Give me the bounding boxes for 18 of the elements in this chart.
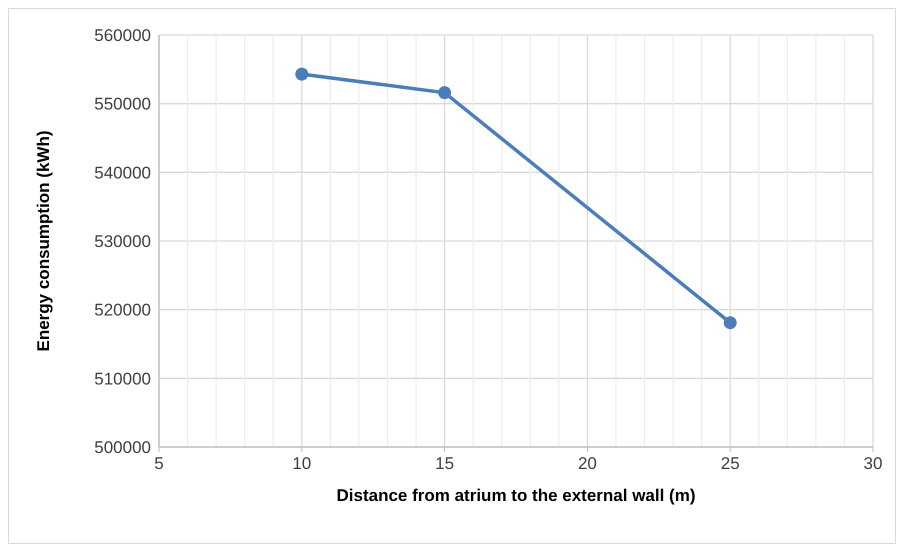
x-tick-label: 15 — [435, 454, 454, 473]
x-tick-label: 20 — [578, 454, 597, 473]
y-tick-label: 560000 — [94, 26, 151, 46]
x-tick-label: 25 — [720, 454, 740, 473]
y-tick-label: 540000 — [94, 163, 151, 182]
y-axis-title: Energy consumption (kWh) — [34, 130, 54, 352]
y-tick-label: 530000 — [94, 232, 151, 252]
x-axis-title: Distance from atrium to the external wall (m) — [336, 486, 696, 505]
point — [438, 86, 452, 100]
y-tick-label: 550000 — [94, 94, 151, 114]
x-tick-label: 10 — [292, 454, 312, 473]
y-tick-label: 520000 — [94, 300, 151, 320]
point — [295, 68, 308, 81]
x-tick-label: 5 — [154, 454, 164, 473]
y-tick-label: 500000 — [94, 438, 151, 458]
point — [724, 316, 737, 330]
y-tick-label: 510000 — [94, 369, 151, 388]
x-tick-label: 30 — [864, 454, 882, 473]
